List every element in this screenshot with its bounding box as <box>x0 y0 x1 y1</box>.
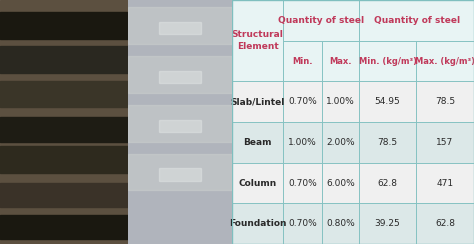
FancyBboxPatch shape <box>359 81 416 122</box>
Text: Min. (kg/m³): Min. (kg/m³) <box>358 57 417 65</box>
Text: Quantity of steel: Quantity of steel <box>278 16 364 25</box>
Bar <box>0 117 128 142</box>
Text: Foundation: Foundation <box>229 219 286 228</box>
Text: 54.95: 54.95 <box>375 97 401 106</box>
Text: 0.70%: 0.70% <box>288 97 317 106</box>
FancyBboxPatch shape <box>322 41 359 81</box>
Bar <box>128 56 232 93</box>
FancyBboxPatch shape <box>416 203 474 244</box>
FancyBboxPatch shape <box>232 0 283 81</box>
Text: Max.: Max. <box>329 57 352 65</box>
FancyBboxPatch shape <box>359 41 416 81</box>
Text: 78.5: 78.5 <box>377 138 398 147</box>
Text: 2.00%: 2.00% <box>326 138 355 147</box>
Bar <box>0 215 128 239</box>
Text: Column: Column <box>238 179 277 187</box>
FancyBboxPatch shape <box>416 0 474 41</box>
Bar <box>0 146 128 173</box>
Text: 39.25: 39.25 <box>375 219 401 228</box>
FancyBboxPatch shape <box>359 163 416 203</box>
FancyBboxPatch shape <box>283 163 322 203</box>
FancyBboxPatch shape <box>359 203 416 244</box>
Text: 0.80%: 0.80% <box>326 219 355 228</box>
Bar <box>0 81 128 107</box>
Text: 62.8: 62.8 <box>435 219 455 228</box>
Bar <box>159 22 201 34</box>
Text: 62.8: 62.8 <box>378 179 398 187</box>
Text: Quantity of steel: Quantity of steel <box>374 16 460 25</box>
FancyBboxPatch shape <box>283 41 322 81</box>
FancyBboxPatch shape <box>283 0 322 41</box>
Text: 1.00%: 1.00% <box>288 138 317 147</box>
FancyBboxPatch shape <box>232 122 283 163</box>
Bar <box>159 71 201 83</box>
Text: 0.70%: 0.70% <box>288 179 317 187</box>
Text: 0.70%: 0.70% <box>288 219 317 228</box>
FancyBboxPatch shape <box>283 203 322 244</box>
FancyBboxPatch shape <box>322 122 359 163</box>
Text: 6.00%: 6.00% <box>326 179 355 187</box>
Text: 471: 471 <box>437 179 454 187</box>
FancyBboxPatch shape <box>232 81 283 122</box>
Text: Min.: Min. <box>292 57 313 65</box>
FancyBboxPatch shape <box>416 41 474 81</box>
FancyBboxPatch shape <box>359 0 474 41</box>
Bar <box>0 46 128 73</box>
Bar <box>0 12 128 39</box>
FancyBboxPatch shape <box>232 41 283 81</box>
FancyBboxPatch shape <box>283 122 322 163</box>
Bar <box>128 154 232 190</box>
FancyBboxPatch shape <box>322 163 359 203</box>
FancyBboxPatch shape <box>232 163 283 203</box>
Bar <box>159 168 201 181</box>
Text: 78.5: 78.5 <box>435 97 455 106</box>
Bar <box>0 183 128 207</box>
Text: Max. (kg/m³): Max. (kg/m³) <box>415 57 474 65</box>
Text: 157: 157 <box>437 138 454 147</box>
FancyBboxPatch shape <box>359 0 416 41</box>
Text: Structural
Element: Structural Element <box>232 30 283 51</box>
FancyBboxPatch shape <box>359 122 416 163</box>
FancyBboxPatch shape <box>416 122 474 163</box>
FancyBboxPatch shape <box>232 0 283 41</box>
Bar <box>159 120 201 132</box>
FancyBboxPatch shape <box>283 0 359 41</box>
FancyBboxPatch shape <box>416 81 474 122</box>
FancyBboxPatch shape <box>322 203 359 244</box>
Bar <box>128 105 232 142</box>
Text: Beam: Beam <box>243 138 272 147</box>
FancyBboxPatch shape <box>322 81 359 122</box>
Text: Slab/Lintel: Slab/Lintel <box>230 97 285 106</box>
Bar <box>128 7 232 44</box>
FancyBboxPatch shape <box>322 0 359 41</box>
Text: 1.00%: 1.00% <box>326 97 355 106</box>
FancyBboxPatch shape <box>283 81 322 122</box>
FancyBboxPatch shape <box>232 203 283 244</box>
FancyBboxPatch shape <box>416 163 474 203</box>
